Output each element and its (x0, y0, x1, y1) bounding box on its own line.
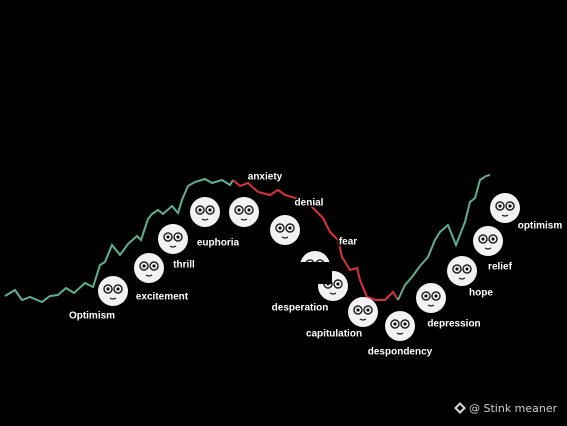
face-mouth (169, 245, 177, 248)
face-pupil (366, 308, 370, 312)
face-mouth (484, 247, 492, 250)
stage-label: relief (488, 262, 513, 273)
stage-label: euphoria (197, 238, 240, 249)
stage-label: Optimism (69, 311, 115, 322)
face-head (447, 256, 477, 286)
face (385, 311, 415, 341)
face (190, 197, 220, 227)
face (490, 193, 520, 223)
face (270, 215, 300, 245)
recovery-line (397, 174, 491, 301)
face-head (490, 193, 520, 223)
face-mouth (240, 218, 248, 221)
face (473, 226, 503, 256)
stage-label: capitulation (306, 329, 362, 340)
face-pupil (176, 235, 180, 239)
face-head (229, 197, 259, 227)
face-pupil (481, 237, 485, 241)
face-head (416, 283, 446, 313)
face-head (158, 224, 188, 254)
face-pupil (142, 264, 146, 268)
face-pupil (393, 322, 397, 326)
face-pupil (152, 264, 156, 268)
face-pupil (491, 237, 495, 241)
face-pupil (455, 267, 459, 271)
face-head (134, 253, 164, 283)
face (416, 283, 446, 313)
face-head (190, 197, 220, 227)
face-pupil (247, 208, 251, 212)
face-pupil (116, 287, 120, 291)
face-head (98, 276, 128, 306)
face-pupil (356, 308, 360, 312)
face-mouth (329, 292, 337, 295)
face-head (473, 226, 503, 256)
stage-label: anxiety (248, 172, 283, 183)
face-pupil (278, 226, 282, 230)
face-pupil (508, 204, 512, 208)
stage-label: excitement (136, 292, 189, 303)
face-pupil (106, 287, 110, 291)
face-pupil (288, 226, 292, 230)
face-mask (298, 262, 332, 284)
stage-label: denial (295, 198, 324, 209)
face-pupil (498, 204, 502, 208)
face-pupil (336, 282, 340, 286)
stage-label: despondency (368, 347, 433, 358)
face-pupil (208, 208, 212, 212)
stage-label: desperation (272, 303, 329, 314)
face-mouth (145, 274, 153, 277)
stage-label: depression (427, 319, 480, 330)
face-mouth (501, 214, 509, 217)
stage-label: fear (339, 237, 357, 248)
face-head (385, 311, 415, 341)
stage-label: thrill (173, 260, 195, 271)
fall-line (232, 179, 399, 301)
face-mouth (458, 277, 466, 280)
face-pupil (403, 322, 407, 326)
faces (98, 193, 520, 341)
face-pupil (198, 208, 202, 212)
face-mouth (109, 297, 117, 300)
face-mouth (359, 318, 367, 321)
face-pupil (237, 208, 241, 212)
face (134, 253, 164, 283)
face-mouth (201, 218, 209, 221)
stage-label: hope (469, 288, 493, 299)
face-mouth (427, 304, 435, 307)
face-pupil (424, 294, 428, 298)
watermark: @ Stink meaner (469, 402, 558, 415)
face (348, 297, 378, 327)
face (447, 256, 477, 286)
watermark-icon (454, 402, 466, 414)
face (229, 197, 259, 227)
face-pupil (166, 235, 170, 239)
face-pupil (434, 294, 438, 298)
face-head (270, 215, 300, 245)
face-mouth (281, 236, 289, 239)
face-head (348, 297, 378, 327)
rise-line (4, 177, 234, 304)
face (98, 276, 128, 306)
face-mouth (396, 332, 404, 335)
face (158, 224, 188, 254)
face-pupil (465, 267, 469, 271)
stage-label: optimism (518, 221, 563, 232)
